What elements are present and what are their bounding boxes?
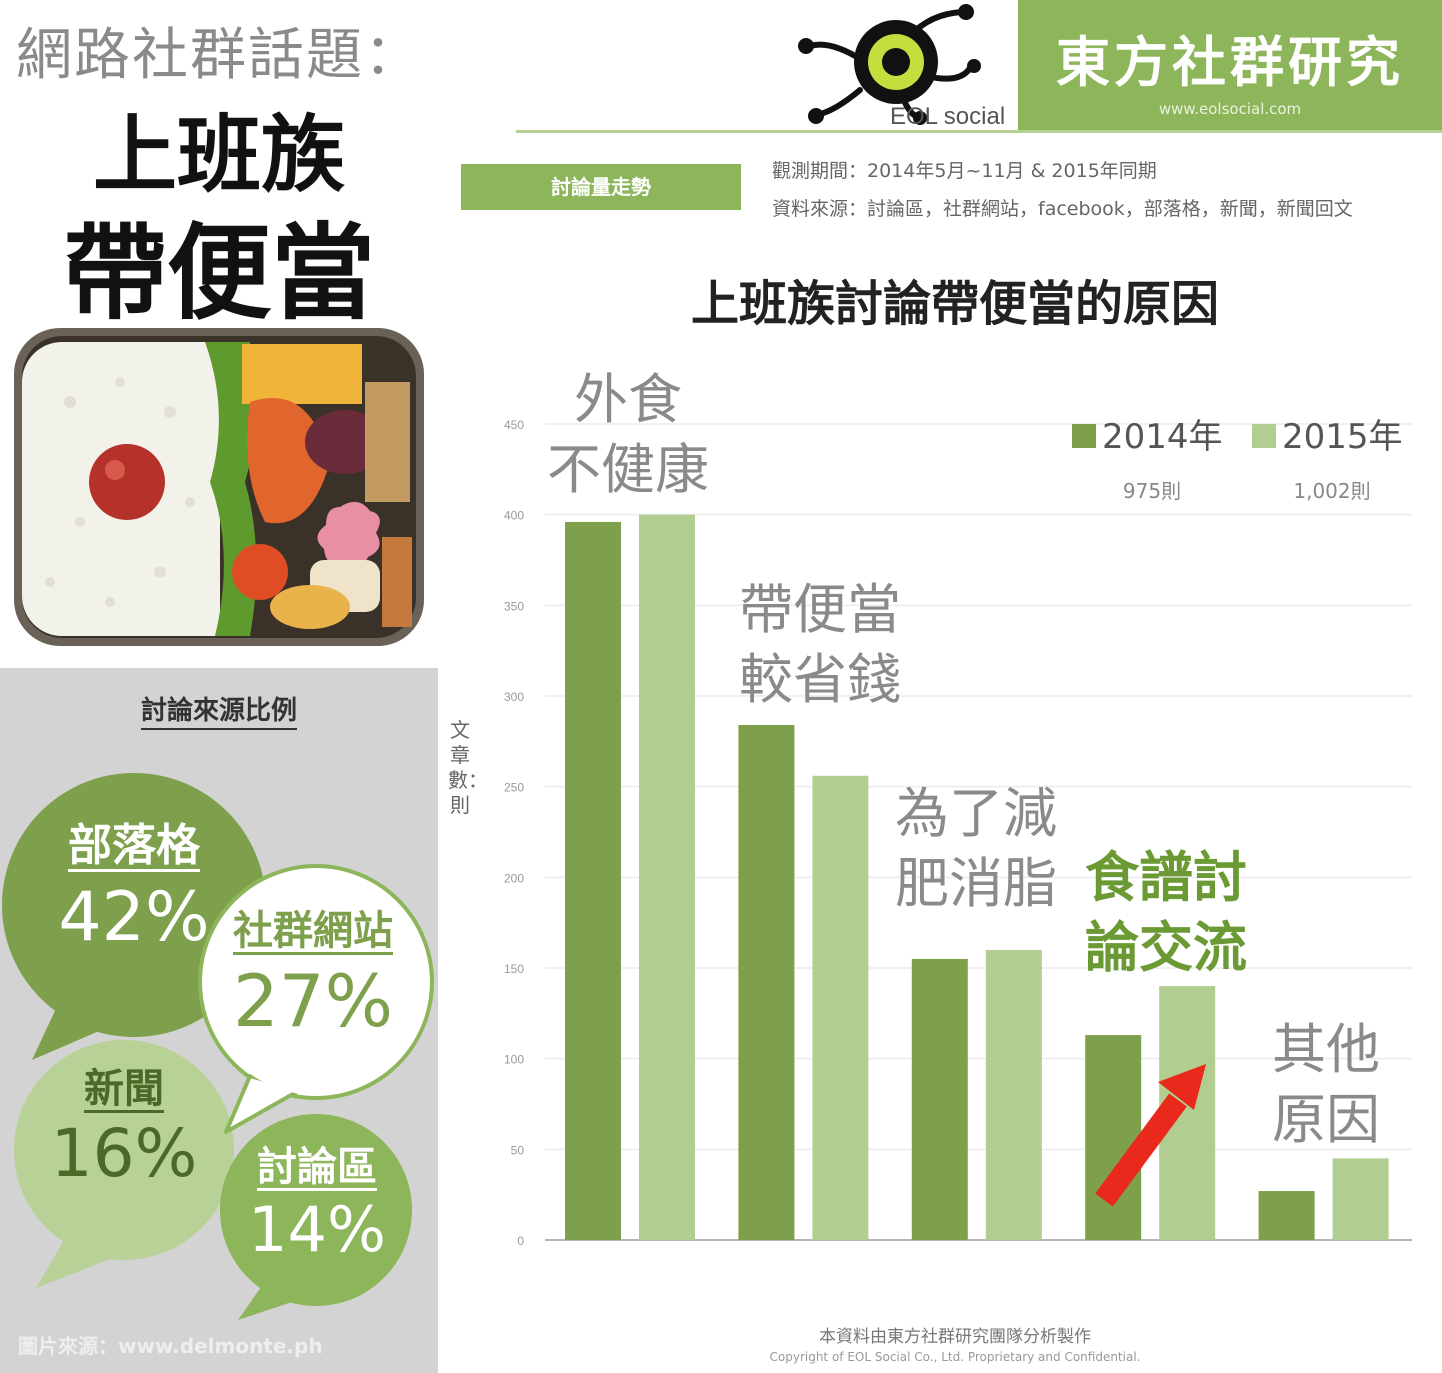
bar-2014-cat-1	[738, 725, 795, 1240]
bubble-news	[14, 1040, 234, 1288]
source-blog-percent: 42%	[58, 878, 210, 958]
bar-2014-cat-3	[1085, 1035, 1142, 1240]
source-forum-name: 討論區	[257, 1144, 377, 1191]
data-source: 資料來源：討論區，社群網站，facebook，部落格，新聞，新聞回文	[772, 198, 1353, 220]
source-social-name: 社群網站	[233, 908, 393, 955]
source-news-percent: 16%	[50, 1115, 198, 1192]
source-blog-name: 部落格	[68, 820, 200, 873]
bar-2015-cat-4	[1332, 1158, 1389, 1240]
brand-name: 東方社群研究	[1056, 31, 1404, 94]
y-tick-label: 350	[504, 599, 524, 613]
source-forum-percent: 14%	[248, 1193, 386, 1266]
category-label: 較省錢	[739, 648, 901, 711]
legend-label: 2014年	[1102, 417, 1223, 457]
bubble-forum	[220, 1114, 412, 1320]
source-news: 新聞 16%	[34, 1066, 214, 1192]
bar-2014-cat-2	[911, 958, 968, 1240]
bar-2015-cat-1	[812, 775, 869, 1240]
category-label: 外食	[574, 368, 682, 431]
footer-copyright: Copyright of EOL Social Co., Ltd. Propri…	[769, 1350, 1141, 1364]
y-tick-label: 150	[504, 962, 524, 976]
observation-period: 觀測期間：2014年5月~11月 & 2015年同期	[772, 160, 1157, 182]
legend-label: 2015年	[1282, 417, 1403, 457]
y-tick-label: 100	[504, 1053, 524, 1067]
bar-2014-cat-0	[565, 521, 621, 1240]
footer-credit: 本資料由東方社群研究團隊分析製作	[819, 1327, 1091, 1347]
source-news-name: 新聞	[84, 1066, 164, 1113]
logo-text: EOL social	[890, 103, 1005, 130]
legend-total: 975則	[1123, 479, 1181, 503]
legend-total: 1,002則	[1293, 479, 1370, 503]
bento-box-illustration	[14, 328, 424, 646]
y-tick-label: 250	[504, 781, 524, 795]
source-social-percent: 27%	[232, 959, 394, 1043]
brand-url: www.eolsocial.com	[1158, 100, 1302, 118]
category-label: 為了減	[895, 782, 1057, 845]
y-tick-label: 0	[517, 1234, 524, 1248]
title-line-1: 上班族	[92, 106, 345, 204]
legend-swatch	[1072, 424, 1096, 448]
eol-logo: EOL social	[798, 4, 1005, 130]
trend-tag: 討論量走勢	[461, 164, 741, 210]
y-tick-label: 300	[504, 690, 524, 704]
image-credit: 圖片來源：www.delmonte.ph	[18, 1334, 323, 1358]
bar-2015-cat-2	[985, 949, 1042, 1240]
category-label: 其他	[1272, 1018, 1380, 1081]
category-label: 帶便當	[739, 578, 901, 641]
source-social: 社群網站 27%	[218, 908, 408, 1043]
source-blog: 部落格 42%	[44, 820, 224, 957]
title-line-2: 帶便當	[62, 212, 375, 334]
category-label: 不健康	[547, 438, 709, 501]
source-ratio-title: 討論來源比例	[0, 690, 438, 730]
legend-swatch	[1252, 424, 1276, 448]
source-forum: 討論區 14%	[232, 1144, 402, 1266]
topic-heading: 網路社群話題：	[16, 23, 422, 88]
brand-banner	[1018, 0, 1442, 130]
header-divider	[516, 130, 1442, 133]
bar-2014-cat-4	[1258, 1191, 1315, 1240]
y-tick-label: 450	[504, 418, 524, 432]
category-label: 論交流	[1085, 916, 1247, 979]
bubble-social	[198, 864, 434, 1134]
category-label: 食譜討	[1085, 846, 1247, 909]
y-tick-label: 200	[504, 871, 524, 885]
category-label: 原因	[1272, 1088, 1380, 1151]
bar-2015-cat-0	[639, 514, 695, 1240]
y-tick-label: 50	[511, 1143, 525, 1157]
speech-bubble-group	[2, 773, 434, 1320]
chart-title: 上班族討論帶便當的原因	[690, 276, 1219, 332]
trend-arrow	[1095, 1064, 1206, 1207]
category-label: 肥消脂	[895, 852, 1057, 915]
y-tick-label: 400	[504, 509, 524, 523]
